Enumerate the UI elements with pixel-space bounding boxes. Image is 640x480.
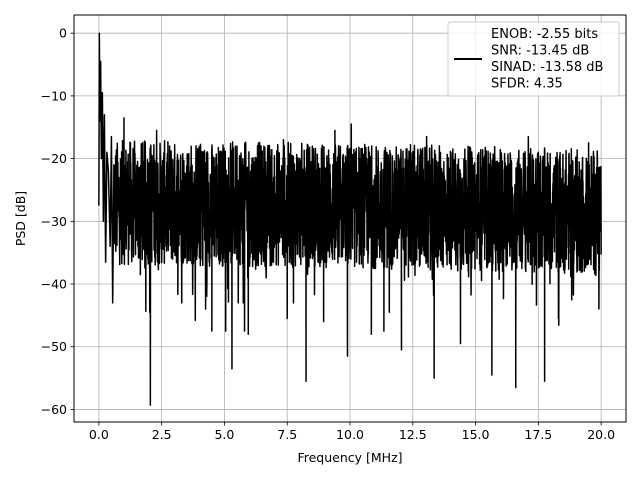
x-tick-label: 5.0: [214, 427, 234, 442]
series-layer: [98, 32, 602, 406]
x-tick-label: 20.0: [587, 427, 615, 442]
y-tick-label: −50: [41, 339, 67, 354]
y-tick-label: −60: [41, 402, 67, 417]
x-tick-label: 7.5: [277, 427, 297, 442]
x-tick-label: 15.0: [462, 427, 490, 442]
legend-snr: SNR: -13.45 dB: [491, 44, 589, 59]
x-axis-label: Frequency [MHz]: [297, 450, 402, 465]
y-axis-label: PSD [dB]: [13, 191, 28, 246]
x-tick-label: 17.5: [524, 427, 552, 442]
legend-sfdr: SFDR: 4.35: [491, 77, 563, 92]
x-tick-label: 2.5: [152, 427, 172, 442]
legend-box: [447, 21, 620, 97]
y-tick-label: −10: [41, 88, 67, 103]
y-tick-label: 0: [59, 26, 67, 41]
x-tick-label: 0.0: [89, 427, 109, 442]
legend: ENOB: -2.55 bits SNR: -13.45 dB SINAD: -…: [447, 21, 620, 97]
psd-series-line: [98, 32, 602, 406]
legend-sinad: SINAD: -13.58 dB: [491, 60, 603, 75]
x-tick-label: 12.5: [399, 427, 427, 442]
y-axis-ticks: 0 −10 −20 −30 −40 −50 −60: [41, 26, 74, 417]
legend-enob: ENOB: -2.55 bits: [491, 27, 598, 42]
y-tick-label: −40: [41, 277, 67, 292]
x-tick-label: 10.0: [336, 427, 364, 442]
y-tick-label: −20: [41, 151, 67, 166]
y-tick-label: −30: [41, 214, 67, 229]
x-axis-ticks: 0.0 2.5 5.0 7.5 10.0 12.5 15.0 17.5 20.0: [89, 422, 615, 442]
